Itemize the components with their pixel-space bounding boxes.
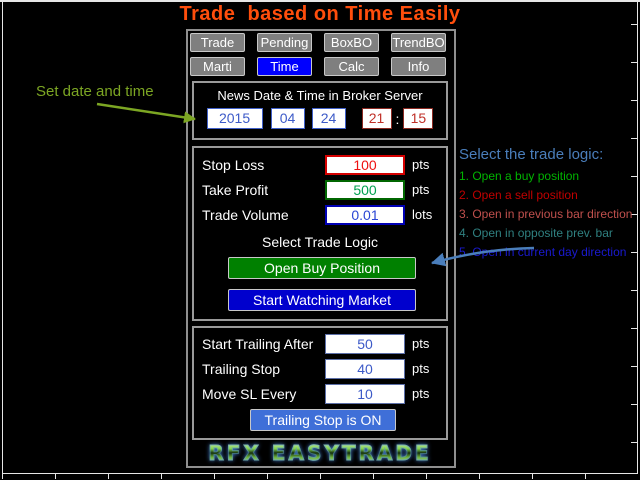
chart-frame-top <box>0 0 640 2</box>
tab-trendbo[interactable]: TrendBO <box>391 33 446 52</box>
take-profit-label: Take Profit <box>202 181 269 198</box>
year-field[interactable]: 2015 <box>206 108 263 129</box>
green-arrow-icon <box>96 102 196 124</box>
time-separator: : <box>395 110 400 127</box>
trade-logic-legend-title: Select the trade logic: <box>459 146 604 163</box>
tab-info[interactable]: Info <box>391 57 446 76</box>
datetime-fields-row: 2015 04 24 21 : 15 <box>194 108 446 129</box>
logic-item-opposite: 4. Open in opposite prev. bar <box>459 226 613 240</box>
take-profit-unit: pts <box>412 182 430 197</box>
nav-row-2: Marti Time Calc Info <box>190 57 446 76</box>
chart-time-axis <box>2 473 638 474</box>
move-sl-label: Move SL Every <box>202 385 297 402</box>
stop-loss-input[interactable]: 100 <box>325 154 405 175</box>
move-sl-unit: pts <box>412 386 430 401</box>
start-watching-market-button[interactable]: Start Watching Market <box>228 289 416 311</box>
datetime-section-label: News Date & Time in Broker Server <box>217 88 423 103</box>
trailing-stop-unit: pts <box>412 361 430 376</box>
chart-frame-right <box>637 0 638 474</box>
start-trailing-unit: pts <box>412 336 430 351</box>
trailing-stop-row: Trailing Stop 40 pts <box>194 358 446 379</box>
nav-row-1: Trade Pending BoxBO TrendBO <box>190 33 446 52</box>
set-datetime-annotation: Set date and time <box>36 83 154 100</box>
page-title: Trade based on Time Easily <box>179 3 461 25</box>
start-trailing-label: Start Trailing After <box>202 335 314 352</box>
select-trade-logic-label: Select Trade Logic <box>262 234 378 250</box>
move-sl-input[interactable]: 10 <box>325 383 405 404</box>
tab-pending[interactable]: Pending <box>257 33 312 52</box>
day-field[interactable]: 24 <box>311 108 346 129</box>
stop-loss-unit: pts <box>412 157 430 172</box>
trade-volume-row: Trade Volume 0.01 lots <box>194 204 446 225</box>
take-profit-input[interactable]: 500 <box>325 179 405 200</box>
blue-arrow-icon <box>431 246 535 267</box>
tab-boxbo[interactable]: BoxBO <box>324 33 379 52</box>
trade-logic-legend: Select the trade logic: 1. Open a buy po… <box>459 146 640 262</box>
trade-section: Stop Loss 100 pts Take Profit 500 pts Tr… <box>192 146 448 321</box>
datetime-section: News Date & Time in Broker Server 2015 0… <box>192 81 448 140</box>
open-buy-position-button[interactable]: Open Buy Position <box>228 257 416 279</box>
logic-item-buy: 1. Open a buy position <box>459 169 580 183</box>
logic-item-dayDir: 5. Open in current day direction <box>459 245 627 259</box>
tab-marti[interactable]: Marti <box>190 57 245 76</box>
logic-item-sell: 2. Open a sell position <box>459 188 578 202</box>
rfx-easytrade-logo: RFX EASYTRADE <box>192 441 448 466</box>
minute-field[interactable]: 15 <box>403 108 434 129</box>
price-axis-ticks <box>631 24 637 454</box>
trailing-stop-input[interactable]: 40 <box>325 358 405 379</box>
start-trailing-row: Start Trailing After 50 pts <box>194 333 446 354</box>
trailing-toggle-button[interactable]: Trailing Stop is ON <box>250 409 396 431</box>
trade-volume-input[interactable]: 0.01 <box>325 204 405 225</box>
logic-item-prevbar: 3. Open in previous bar direction <box>459 207 633 221</box>
hour-field[interactable]: 21 <box>361 108 392 129</box>
tab-time[interactable]: Time <box>257 57 312 76</box>
month-field[interactable]: 04 <box>270 108 305 129</box>
trailing-stop-label: Trailing Stop <box>202 360 281 377</box>
trade-volume-label: Trade Volume <box>202 206 289 223</box>
time-axis-ticks <box>2 474 636 479</box>
trailing-section: Start Trailing After 50 pts Trailing Sto… <box>192 326 448 440</box>
start-trailing-input[interactable]: 50 <box>325 333 405 354</box>
move-sl-row: Move SL Every 10 pts <box>194 383 446 404</box>
stop-loss-label: Stop Loss <box>202 156 265 173</box>
stop-loss-row: Stop Loss 100 pts <box>194 154 446 175</box>
tab-trade[interactable]: Trade <box>190 33 245 52</box>
chart-frame-left <box>2 0 3 474</box>
trade-volume-unit: lots <box>412 207 433 222</box>
tab-calc[interactable]: Calc <box>324 57 379 76</box>
take-profit-row: Take Profit 500 pts <box>194 179 446 200</box>
